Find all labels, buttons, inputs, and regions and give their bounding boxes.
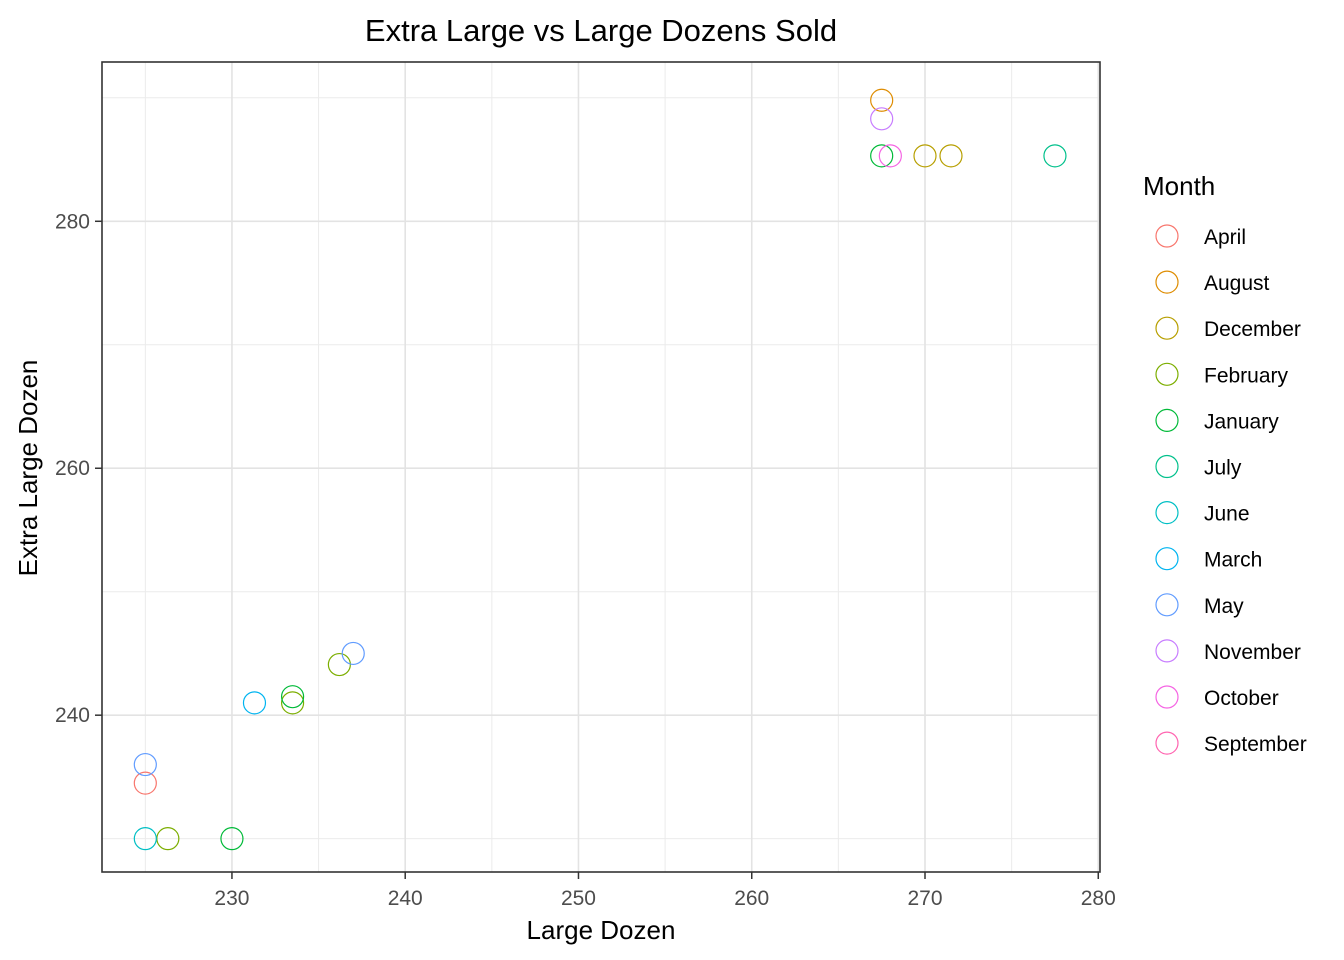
x-tick-label: 280 — [1081, 887, 1116, 910]
x-axis-ticks: 230 240 250 260 270 280 — [214, 872, 1116, 910]
data-point-may — [133, 752, 157, 777]
data-point-august — [870, 88, 894, 112]
y-tick-label: 240 — [55, 704, 90, 727]
y-tick-label: 260 — [55, 457, 90, 480]
data-point-march — [242, 691, 267, 715]
legend-items: April August December February January July Ju… — [1155, 224, 1307, 756]
legend-key-march — [1155, 547, 1179, 571]
chart-title: Extra Large vs Large Dozens Sold — [365, 13, 837, 48]
x-tick-label: 260 — [734, 887, 769, 910]
legend-key-may — [1155, 593, 1179, 617]
legend: Month April August December February January… — [1143, 171, 1307, 756]
legend-key-june — [1155, 500, 1179, 525]
legend-label-august: August — [1204, 272, 1270, 295]
x-tick-label: 230 — [214, 887, 249, 910]
y-axis-ticks: 240 260 280 — [55, 210, 102, 727]
legend-key-november — [1155, 639, 1179, 663]
legend-key-april — [1155, 224, 1179, 248]
data-point-december — [913, 144, 937, 168]
legend-key-october — [1155, 685, 1179, 709]
x-tick-label: 270 — [907, 887, 942, 910]
legend-label-january: January — [1204, 410, 1279, 433]
y-axis-title: Extra Large Dozen — [13, 360, 43, 577]
legend-label-october: October — [1204, 687, 1279, 710]
data-point-january — [280, 685, 305, 709]
data-point-december — [939, 144, 963, 168]
legend-title: Month — [1143, 171, 1215, 201]
legend-key-august — [1155, 270, 1179, 294]
legend-label-september: September — [1204, 733, 1307, 756]
plot-border — [101, 61, 1101, 873]
data-point-october — [878, 144, 902, 168]
data-point-july — [1043, 144, 1067, 168]
x-axis-title: Large Dozen — [527, 915, 676, 945]
legend-key-december — [1155, 316, 1179, 340]
data-points — [133, 88, 1067, 851]
legend-key-september — [1155, 731, 1179, 755]
legend-key-january — [1155, 408, 1179, 432]
legend-label-april: April — [1204, 226, 1246, 249]
y-tick-label: 280 — [55, 210, 90, 233]
data-point-january — [870, 144, 894, 168]
legend-label-november: November — [1204, 641, 1301, 664]
legend-key-july — [1155, 454, 1179, 479]
legend-label-march: March — [1204, 549, 1262, 572]
legend-label-february: February — [1204, 364, 1289, 387]
legend-key-february — [1155, 362, 1179, 386]
data-point-may — [341, 641, 365, 666]
legend-label-july: July — [1204, 457, 1242, 480]
data-point-april — [133, 771, 157, 795]
legend-label-december: December — [1204, 318, 1301, 341]
data-point-february — [280, 691, 305, 715]
plot-panel — [102, 62, 1100, 872]
legend-label-may: May — [1204, 595, 1244, 618]
data-point-june — [133, 827, 157, 851]
data-point-january — [220, 827, 244, 851]
gridlines — [102, 62, 1100, 872]
x-tick-label: 250 — [561, 887, 596, 910]
data-point-november — [870, 107, 894, 131]
legend-label-june: June — [1204, 503, 1250, 526]
x-tick-label: 240 — [388, 887, 423, 910]
